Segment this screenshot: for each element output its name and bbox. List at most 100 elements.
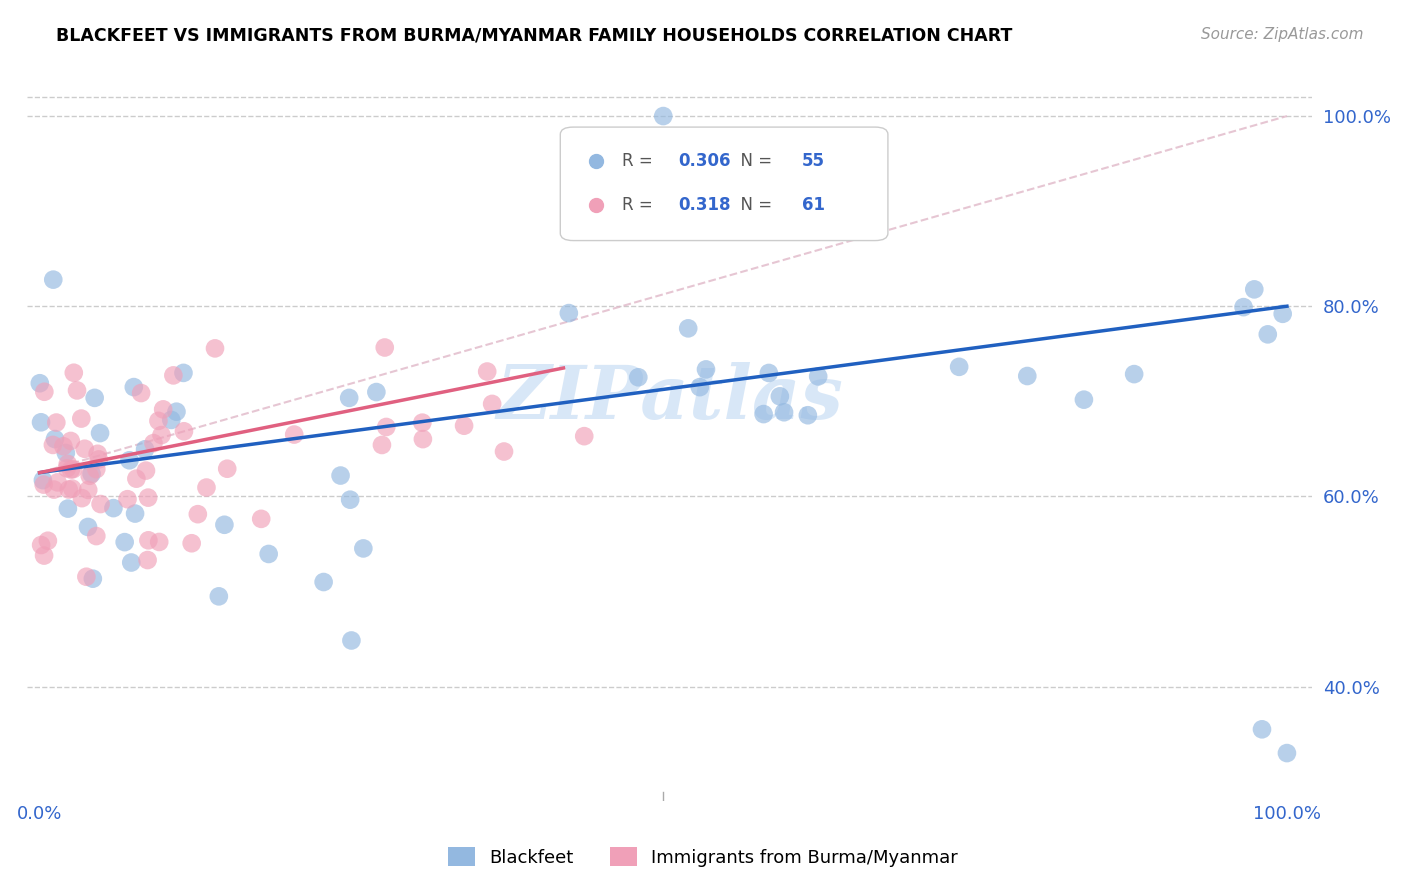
Text: 0.318: 0.318: [679, 196, 731, 214]
Point: [1251, 723, 1274, 737]
Point: [118, 453, 141, 467]
Point: [208, 590, 231, 604]
Text: R =: R =: [621, 196, 658, 214]
Point: [89, 426, 111, 441]
Point: [728, 223, 751, 237]
Point: [339, 492, 361, 507]
Point: [134, 442, 156, 457]
Point: [59, 434, 82, 448]
Point: [352, 541, 374, 556]
Point: [695, 362, 717, 376]
Point: [581, 229, 603, 244]
Point: [166, 405, 188, 419]
Point: [86, 529, 108, 543]
Point: [34, 384, 56, 399]
Point: [481, 397, 503, 411]
Point: [62, 366, 84, 380]
Point: [172, 366, 194, 380]
Point: [217, 461, 239, 475]
Legend: Blackfeet, Immigrants from Burma/Myanmar: Blackfeet, Immigrants from Burma/Myanmar: [440, 840, 966, 874]
Point: [374, 341, 396, 355]
Point: [453, 418, 475, 433]
Point: [257, 547, 280, 561]
Point: [32, 473, 55, 487]
Point: [152, 402, 174, 417]
Point: [75, 570, 97, 584]
Point: [136, 553, 159, 567]
Point: [1275, 746, 1298, 760]
Point: [56, 461, 79, 475]
Point: [214, 517, 236, 532]
Point: [84, 462, 107, 476]
Point: [77, 483, 100, 497]
Point: [627, 370, 650, 384]
Point: [807, 369, 830, 384]
Point: [758, 366, 780, 380]
Point: [79, 468, 101, 483]
Point: [45, 416, 67, 430]
FancyBboxPatch shape: [561, 127, 889, 241]
Point: [283, 427, 305, 442]
Point: [204, 342, 226, 356]
Point: [340, 633, 363, 648]
Point: [46, 475, 69, 490]
Text: BLACKFEET VS IMMIGRANTS FROM BURMA/MYANMAR FAMILY HOUSEHOLDS CORRELATION CHART: BLACKFEET VS IMMIGRANTS FROM BURMA/MYANM…: [56, 27, 1012, 45]
Point: [62, 462, 84, 476]
Point: [42, 483, 65, 497]
Point: [1017, 369, 1039, 384]
Point: [125, 472, 148, 486]
Point: [187, 507, 209, 521]
Point: [56, 501, 79, 516]
Point: [1232, 300, 1254, 314]
Point: [173, 425, 195, 439]
Point: [60, 482, 83, 496]
Point: [55, 446, 77, 460]
Point: [66, 384, 89, 398]
Point: [37, 533, 59, 548]
Point: [30, 415, 52, 429]
Point: [558, 306, 581, 320]
Point: [117, 492, 139, 507]
Point: [90, 497, 112, 511]
Point: [1073, 392, 1095, 407]
Point: [32, 477, 55, 491]
Point: [411, 416, 433, 430]
Point: [86, 447, 108, 461]
Point: [1271, 307, 1294, 321]
Point: [581, 286, 603, 301]
Point: [32, 549, 55, 563]
Point: [371, 438, 394, 452]
Point: [337, 391, 360, 405]
Point: [797, 409, 820, 423]
Point: [492, 444, 515, 458]
Point: [162, 368, 184, 383]
Point: [30, 538, 52, 552]
Point: [329, 468, 352, 483]
Point: [44, 432, 66, 446]
Point: [1243, 282, 1265, 296]
Point: [82, 572, 104, 586]
Point: [150, 428, 173, 442]
Text: ZIPatlas: ZIPatlas: [496, 362, 844, 434]
Point: [87, 452, 110, 467]
Text: Source: ZipAtlas.com: Source: ZipAtlas.com: [1201, 27, 1364, 42]
Point: [52, 439, 75, 453]
Point: [652, 109, 675, 123]
Point: [250, 512, 273, 526]
Point: [135, 464, 157, 478]
Point: [773, 405, 796, 419]
Point: [574, 429, 596, 443]
Text: N =: N =: [730, 153, 778, 170]
Point: [195, 481, 218, 495]
Point: [136, 491, 159, 505]
Point: [160, 413, 183, 427]
Point: [70, 491, 93, 505]
Point: [375, 420, 398, 434]
Point: [70, 411, 93, 425]
Point: [148, 535, 170, 549]
Point: [114, 535, 136, 549]
Point: [103, 501, 125, 516]
Point: [142, 436, 165, 450]
Text: 55: 55: [801, 153, 825, 170]
Point: [752, 407, 775, 421]
